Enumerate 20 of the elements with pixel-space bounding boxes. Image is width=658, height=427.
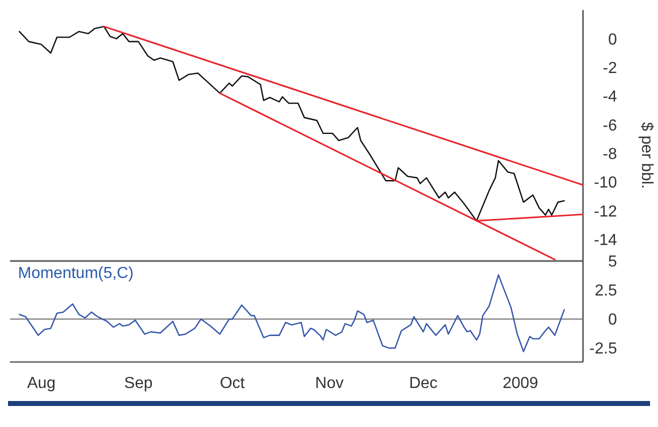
x-tick-label: Aug — [27, 375, 56, 392]
x-tick-label: Nov — [315, 375, 344, 392]
y-tick-label: -6 — [602, 117, 618, 134]
y-tick-label: -12 — [594, 203, 618, 220]
chart-title: Momentum(5,C) — [18, 265, 134, 282]
y-tick-label: 5 — [608, 254, 618, 271]
y-tick-label: 2.5 — [594, 282, 618, 300]
y-tick-label: -14 — [594, 232, 618, 250]
x-tick-label: Sep — [124, 375, 153, 392]
y-tick-label: -2 — [602, 60, 618, 77]
y-tick-label: -4 — [602, 88, 618, 106]
y-tick-label: 0 — [608, 312, 618, 329]
x-tick-label: Oct — [220, 375, 246, 392]
y-axis-title: $ per bbl. — [638, 122, 655, 189]
x-tick-label: 2009 — [502, 375, 538, 392]
x-tick-label: Dec — [409, 375, 438, 392]
y-tick-label: -10 — [594, 174, 618, 192]
y-tick-label: 0 — [608, 31, 618, 48]
y-tick-label: -2.5 — [589, 340, 618, 358]
y-tick-label: -8 — [602, 146, 618, 164]
